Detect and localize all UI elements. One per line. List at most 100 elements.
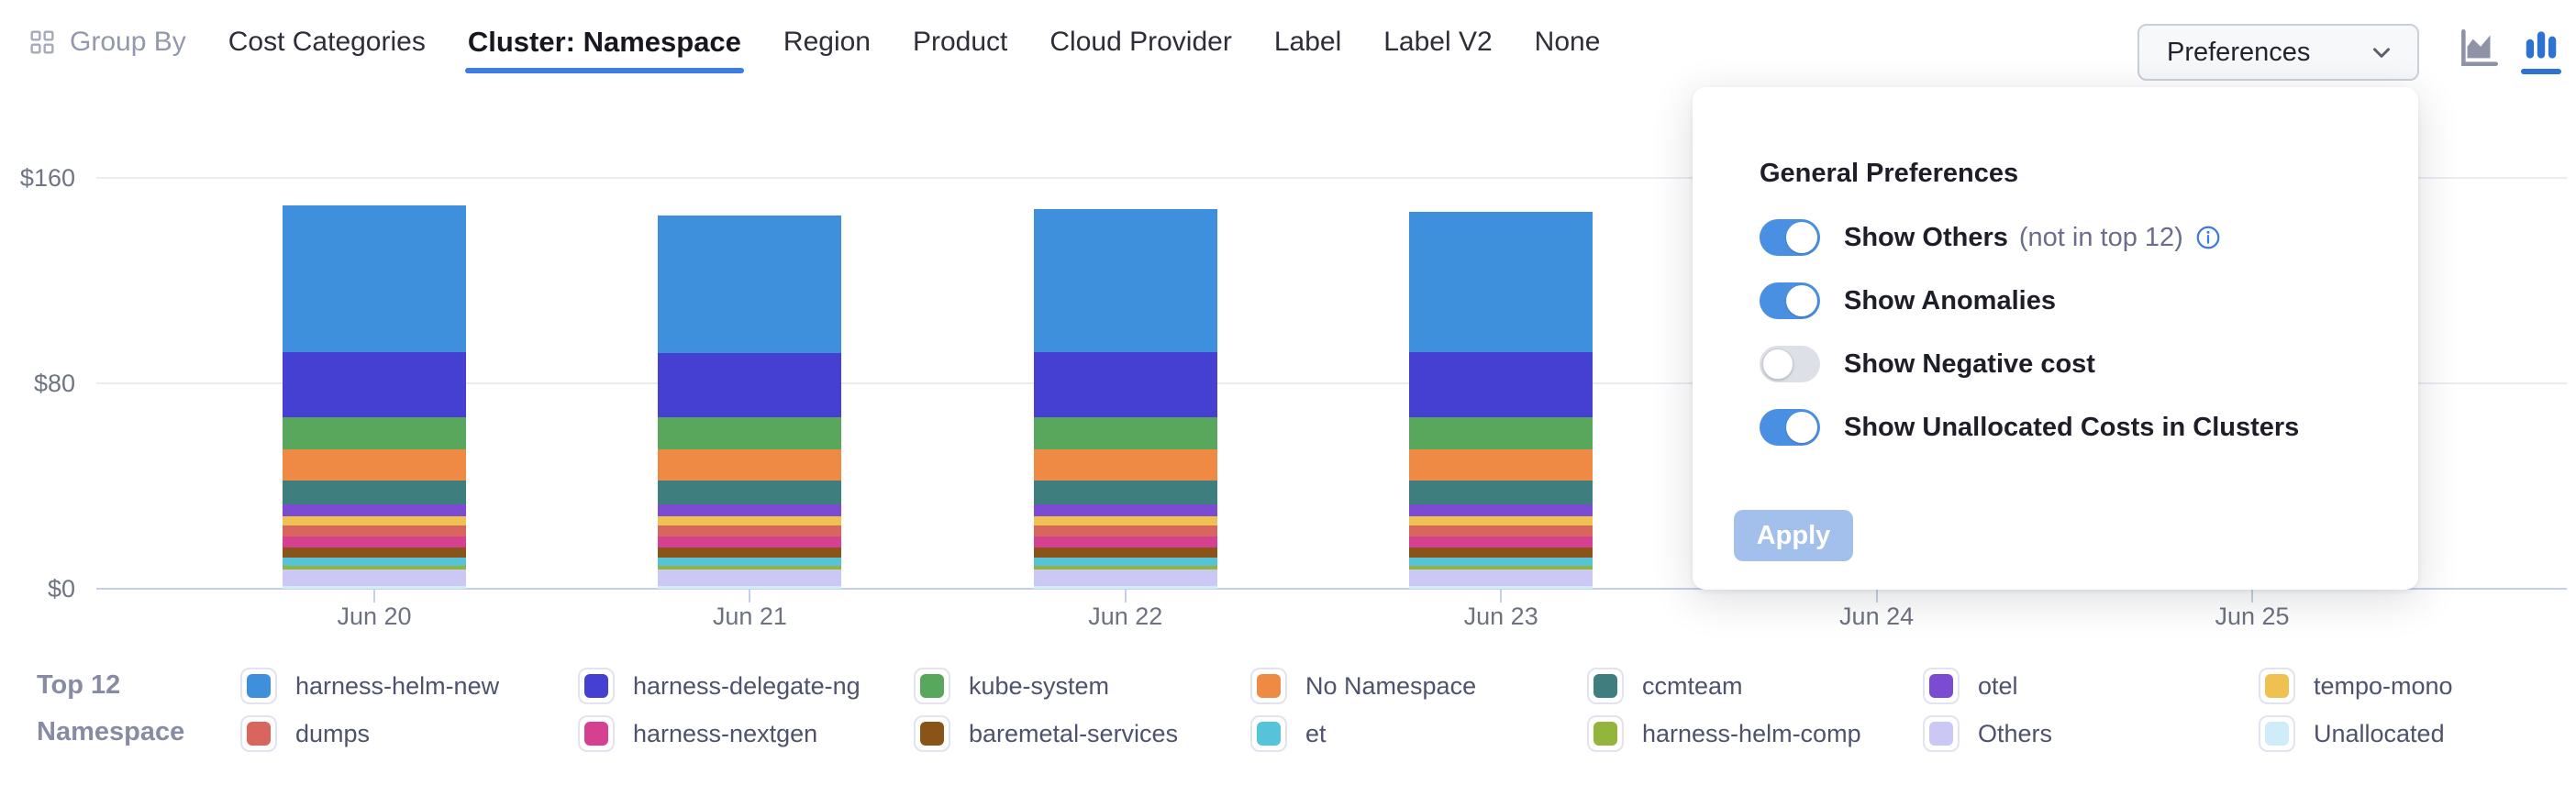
- bar-segment-harness-delegate-ng[interactable]: [658, 353, 842, 418]
- bar-segment-no-namespace[interactable]: [1409, 449, 1593, 481]
- bar-segment-dumps[interactable]: [658, 525, 842, 537]
- bar-segment-et[interactable]: [283, 558, 466, 566]
- bar-segment-no-namespace[interactable]: [1033, 449, 1217, 481]
- legend-color-swatch: [1257, 674, 1281, 698]
- bar-segment-kube-system[interactable]: [1409, 417, 1593, 450]
- legend-color-swatch: [1929, 674, 1953, 698]
- legend-color-chip: [2259, 715, 2295, 752]
- bar-segment-others[interactable]: [658, 569, 842, 587]
- y-axis-label: $160: [19, 164, 75, 192]
- bar-segment-unallocated[interactable]: [1409, 586, 1593, 589]
- bar-segment-others[interactable]: [1033, 569, 1217, 587]
- bar-segment-ccmteam[interactable]: [1033, 480, 1217, 505]
- bar-segment-harness-helm-new[interactable]: [1033, 209, 1217, 352]
- bar-segment-harness-nextgen[interactable]: [283, 536, 466, 548]
- bar-segment-tempo-mono[interactable]: [283, 515, 466, 525]
- bar-segment-unallocated[interactable]: [1033, 586, 1217, 589]
- tab-label[interactable]: Label: [1273, 27, 1342, 57]
- legend-item-others[interactable]: Others: [1923, 715, 2052, 752]
- bar-segment-dumps[interactable]: [283, 525, 466, 537]
- legend-item-ccmteam[interactable]: ccmteam: [1587, 668, 1743, 704]
- bar-segment-baremetal-services[interactable]: [283, 547, 466, 558]
- bar-segment-harness-helm-new[interactable]: [658, 216, 842, 354]
- toggle-show-negative-cost[interactable]: [1760, 346, 1820, 382]
- x-axis-tick: [373, 590, 375, 603]
- tab-label-v2[interactable]: Label V2: [1383, 27, 1493, 57]
- legend-color-chip: [1587, 668, 1624, 704]
- legend-label: harness-helm-comp: [1642, 719, 1861, 747]
- bar-segment-harness-delegate-ng[interactable]: [283, 351, 466, 418]
- bar-segment-kube-system[interactable]: [283, 417, 466, 450]
- legend-item-baremetal-services[interactable]: baremetal-services: [914, 715, 1178, 752]
- bar-segment-otel[interactable]: [283, 504, 466, 516]
- bar-segment-harness-helm-new[interactable]: [1409, 212, 1593, 352]
- bar-segment-ccmteam[interactable]: [658, 480, 842, 505]
- bar-segment-others[interactable]: [283, 569, 466, 587]
- legend-color-swatch: [584, 722, 608, 746]
- bar-segment-ccmteam[interactable]: [1409, 480, 1593, 505]
- bar-segment-baremetal-services[interactable]: [1409, 547, 1593, 558]
- tab-cloud-provider[interactable]: Cloud Provider: [1049, 27, 1232, 57]
- bar-segment-tempo-mono[interactable]: [658, 515, 842, 525]
- tab-product[interactable]: Product: [913, 27, 1008, 57]
- bar-segment-harness-delegate-ng[interactable]: [1409, 351, 1593, 418]
- legend-item-no-namespace[interactable]: No Namespace: [1250, 668, 1476, 704]
- bar-segment-kube-system[interactable]: [1033, 417, 1217, 450]
- bar-segment-et[interactable]: [658, 558, 842, 566]
- bar-segment-baremetal-services[interactable]: [1033, 547, 1217, 558]
- x-axis-label: Jun 21: [712, 603, 787, 630]
- toggle-label-suffix: (not in top 12): [2018, 222, 2183, 252]
- bar-segment-baremetal-services[interactable]: [658, 547, 842, 558]
- tab-region[interactable]: Region: [783, 27, 871, 57]
- legend-item-harness-helm-new[interactable]: harness-helm-new: [240, 668, 499, 704]
- area-chart-toggle[interactable]: [2455, 26, 2503, 72]
- legend-item-harness-helm-comp[interactable]: harness-helm-comp: [1587, 715, 1861, 752]
- bar-segment-harness-nextgen[interactable]: [1409, 536, 1593, 548]
- bar-segment-otel[interactable]: [658, 504, 842, 516]
- bar-segment-dumps[interactable]: [1033, 525, 1217, 537]
- legend-item-dumps[interactable]: dumps: [240, 715, 370, 752]
- info-icon[interactable]: [2194, 224, 2222, 251]
- legend-item-otel[interactable]: otel: [1923, 668, 2018, 704]
- bar-segment-harness-helm-comp[interactable]: [1033, 565, 1217, 570]
- bar-segment-harness-helm-new[interactable]: [283, 205, 466, 352]
- stacked-bar-jun-20: [283, 205, 466, 589]
- legend-item-tempo-mono[interactable]: tempo-mono: [2259, 668, 2453, 704]
- preferences-dropdown[interactable]: Preferences: [2137, 24, 2419, 81]
- bar-segment-others[interactable]: [1409, 569, 1593, 587]
- apply-button[interactable]: Apply: [1734, 510, 1853, 561]
- bar-segment-otel[interactable]: [1409, 504, 1593, 516]
- tab-cluster-namespace[interactable]: Cluster: Namespace: [464, 26, 745, 73]
- bar-segment-ccmteam[interactable]: [283, 480, 466, 505]
- bar-segment-harness-nextgen[interactable]: [658, 536, 842, 548]
- toggle-show-anomalies[interactable]: [1760, 282, 1820, 319]
- bar-segment-harness-nextgen[interactable]: [1033, 536, 1217, 548]
- legend-item-et[interactable]: et: [1250, 715, 1327, 752]
- bar-segment-tempo-mono[interactable]: [1033, 515, 1217, 525]
- bar-segment-harness-helm-comp[interactable]: [1409, 565, 1593, 570]
- bar-segment-otel[interactable]: [1033, 504, 1217, 516]
- bar-segment-unallocated[interactable]: [658, 586, 842, 589]
- legend-color-swatch: [2265, 674, 2289, 698]
- legend-item-harness-nextgen[interactable]: harness-nextgen: [578, 715, 817, 752]
- bar-chart-toggle[interactable]: [2517, 26, 2565, 74]
- bar-segment-kube-system[interactable]: [658, 417, 842, 450]
- bar-segment-harness-delegate-ng[interactable]: [1033, 351, 1217, 418]
- toggle-show-others[interactable]: [1760, 219, 1820, 256]
- bar-segment-dumps[interactable]: [1409, 525, 1593, 537]
- legend-item-kube-system[interactable]: kube-system: [914, 668, 1109, 704]
- bar-segment-unallocated[interactable]: [283, 586, 466, 589]
- bar-segment-tempo-mono[interactable]: [1409, 515, 1593, 525]
- bar-segment-et[interactable]: [1409, 558, 1593, 566]
- tab-cost-categories[interactable]: Cost Categories: [228, 27, 426, 57]
- bar-segment-no-namespace[interactable]: [283, 449, 466, 481]
- bar-segment-harness-helm-comp[interactable]: [658, 565, 842, 570]
- bar-segment-no-namespace[interactable]: [658, 449, 842, 481]
- legend-item-harness-delegate-ng[interactable]: harness-delegate-ng: [578, 668, 861, 704]
- toggle-show-unallocated-costs-in-clusters[interactable]: [1760, 409, 1820, 446]
- bar-segment-harness-helm-comp[interactable]: [283, 565, 466, 570]
- legend-item-unallocated[interactable]: Unallocated: [2259, 715, 2445, 752]
- tab-none[interactable]: None: [1534, 27, 1601, 57]
- bar-segment-et[interactable]: [1033, 558, 1217, 566]
